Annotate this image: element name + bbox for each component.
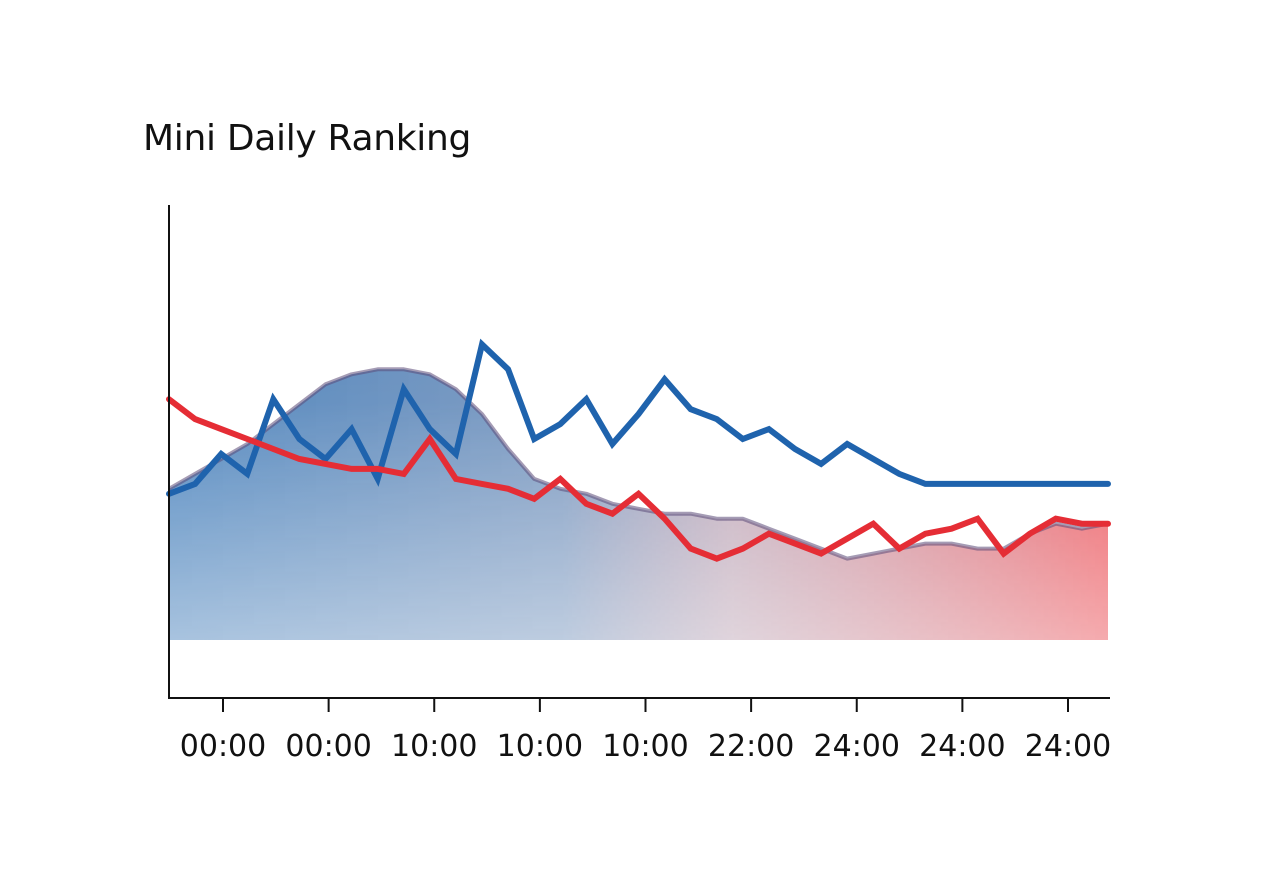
chart-title: Mini Daily Ranking — [143, 118, 472, 159]
x-tick-label: 10:00 — [391, 729, 477, 764]
x-tick-label: 10:00 — [497, 729, 583, 764]
area-series — [169, 369, 1108, 640]
x-tick-label: 24:00 — [919, 729, 1005, 764]
x-tick-label: 00:00 — [285, 729, 371, 764]
x-tick-label: 00:00 — [180, 729, 266, 764]
x-tick-label: 22:00 — [708, 729, 794, 764]
area-series-edge — [168, 367, 1109, 561]
x-tick-label: 10:00 — [602, 729, 688, 764]
x-tick-label: 24:00 — [1025, 729, 1111, 764]
x-tick-label: 24:00 — [814, 729, 900, 764]
